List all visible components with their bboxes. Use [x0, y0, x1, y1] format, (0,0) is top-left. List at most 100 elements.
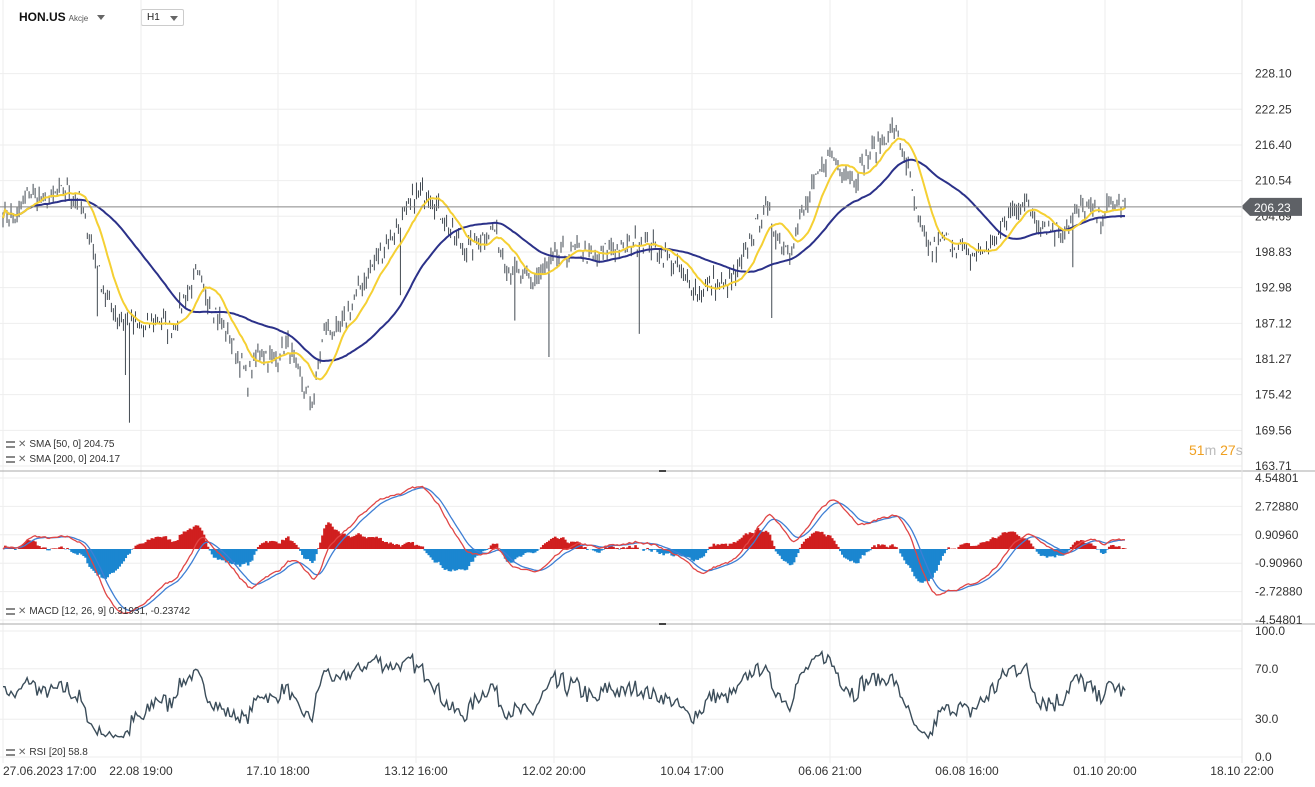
histogram-bar	[610, 546, 613, 549]
histogram-bar	[911, 549, 914, 572]
histogram-bar	[1101, 549, 1105, 554]
histogram-bar	[359, 534, 362, 549]
histogram-bar	[301, 549, 304, 555]
histogram-bar	[285, 537, 288, 549]
legend-macd-text: MACD [12, 26, 9] 0.31931, -0.23742	[29, 606, 191, 617]
histogram-bar	[36, 545, 39, 549]
histogram-bar	[525, 549, 529, 553]
histogram-bar	[626, 547, 629, 549]
histogram-bar	[1013, 532, 1017, 549]
histogram-bar	[194, 525, 198, 549]
histogram-bar	[859, 549, 862, 559]
histogram-bar	[439, 549, 443, 566]
histogram-bar	[74, 549, 77, 554]
histogram-bar	[250, 549, 254, 561]
close-icon[interactable]: ✕	[18, 606, 27, 617]
histogram-bar	[849, 549, 852, 562]
histogram-bar	[676, 549, 680, 555]
close-icon[interactable]: ✕	[18, 747, 27, 758]
histogram-bar	[18, 547, 21, 549]
histogram-bar	[750, 532, 754, 549]
histogram-bar	[106, 549, 109, 578]
last-price-label: 206.23	[1254, 201, 1291, 215]
settings-icon[interactable]	[6, 440, 15, 448]
close-icon[interactable]: ✕	[18, 454, 27, 465]
histogram-bar	[820, 531, 824, 549]
rsi-line	[3, 649, 1126, 740]
settings-icon[interactable]	[6, 607, 15, 615]
histogram-bar	[507, 549, 511, 562]
histogram-bar	[1113, 546, 1117, 549]
histogram-bar	[790, 549, 794, 565]
histogram-bar	[357, 533, 360, 549]
histogram-bar	[449, 549, 453, 572]
histogram-bar	[620, 547, 623, 549]
histogram-bar	[834, 544, 838, 549]
histogram-bar	[690, 549, 694, 560]
legend-rsi: ✕ RSI [20] 58.8	[6, 747, 88, 758]
legend-sma50: ✕ SMA [50, 0] 204.75	[6, 439, 114, 450]
histogram-bar	[90, 549, 93, 569]
histogram-bar	[355, 534, 358, 549]
histogram-bar	[152, 538, 156, 549]
settings-icon[interactable]	[6, 748, 15, 756]
histogram-bar	[744, 533, 748, 549]
histogram-bar	[622, 547, 625, 549]
histogram-bar	[170, 542, 174, 549]
histogram-bar	[441, 549, 445, 569]
histogram-bar	[234, 549, 238, 565]
histogram-bar	[224, 549, 228, 563]
histogram-bar	[586, 549, 589, 550]
histogram-bar	[780, 549, 784, 560]
histogram-bar	[445, 549, 449, 570]
histogram-bar	[327, 522, 330, 549]
histogram-bar	[148, 539, 152, 549]
histogram-bar	[214, 549, 218, 558]
histogram-bar	[164, 536, 168, 549]
histogram-bar	[947, 547, 950, 549]
histogram-bar	[1085, 542, 1089, 549]
symbol-dropdown-icon[interactable]	[97, 15, 105, 20]
histogram-bar	[734, 542, 738, 549]
macd-tick-label: -0.90960	[1255, 556, 1303, 570]
histogram-bar	[696, 549, 700, 560]
histogram-bar	[1049, 549, 1053, 557]
histogram-bar	[341, 533, 344, 549]
histogram-bar	[118, 549, 122, 567]
histogram-bar	[369, 537, 372, 549]
histogram-bar	[818, 532, 822, 549]
histogram-bar	[1095, 549, 1099, 550]
histogram-bar	[42, 547, 45, 549]
histogram-bar	[606, 547, 609, 549]
histogram-bar	[628, 545, 631, 549]
histogram-bar	[991, 537, 995, 549]
rsi-tick-label: 30.0	[1255, 712, 1279, 726]
histogram-bar	[240, 549, 244, 565]
histogram-bar	[877, 544, 880, 549]
histogram-bar	[1005, 532, 1009, 549]
histogram-bar	[272, 541, 276, 549]
histogram-bar	[985, 541, 989, 549]
histogram-bar	[847, 549, 850, 560]
histogram-bar	[630, 547, 633, 549]
histogram-bar	[1037, 549, 1041, 554]
histogram-bar	[38, 546, 41, 549]
histogram-bar	[68, 549, 71, 550]
histogram-bar	[168, 539, 172, 549]
histogram-bar	[710, 546, 714, 549]
histogram-bar	[457, 549, 461, 570]
histogram-bar	[200, 530, 204, 549]
histogram-bar	[1065, 549, 1069, 552]
histogram-bar	[720, 543, 724, 549]
histogram-bar	[756, 527, 760, 549]
price-tick-label: 169.56	[1255, 423, 1292, 437]
histogram-bar	[395, 544, 399, 549]
histogram-bar	[895, 547, 898, 549]
symbol-type: Akcje	[68, 14, 89, 23]
histogram-bar	[760, 531, 764, 549]
histogram-bar	[469, 549, 473, 562]
close-icon[interactable]: ✕	[18, 439, 27, 450]
settings-icon[interactable]	[6, 455, 15, 463]
symbol-selector[interactable]: HON.US Akcje	[19, 10, 88, 24]
